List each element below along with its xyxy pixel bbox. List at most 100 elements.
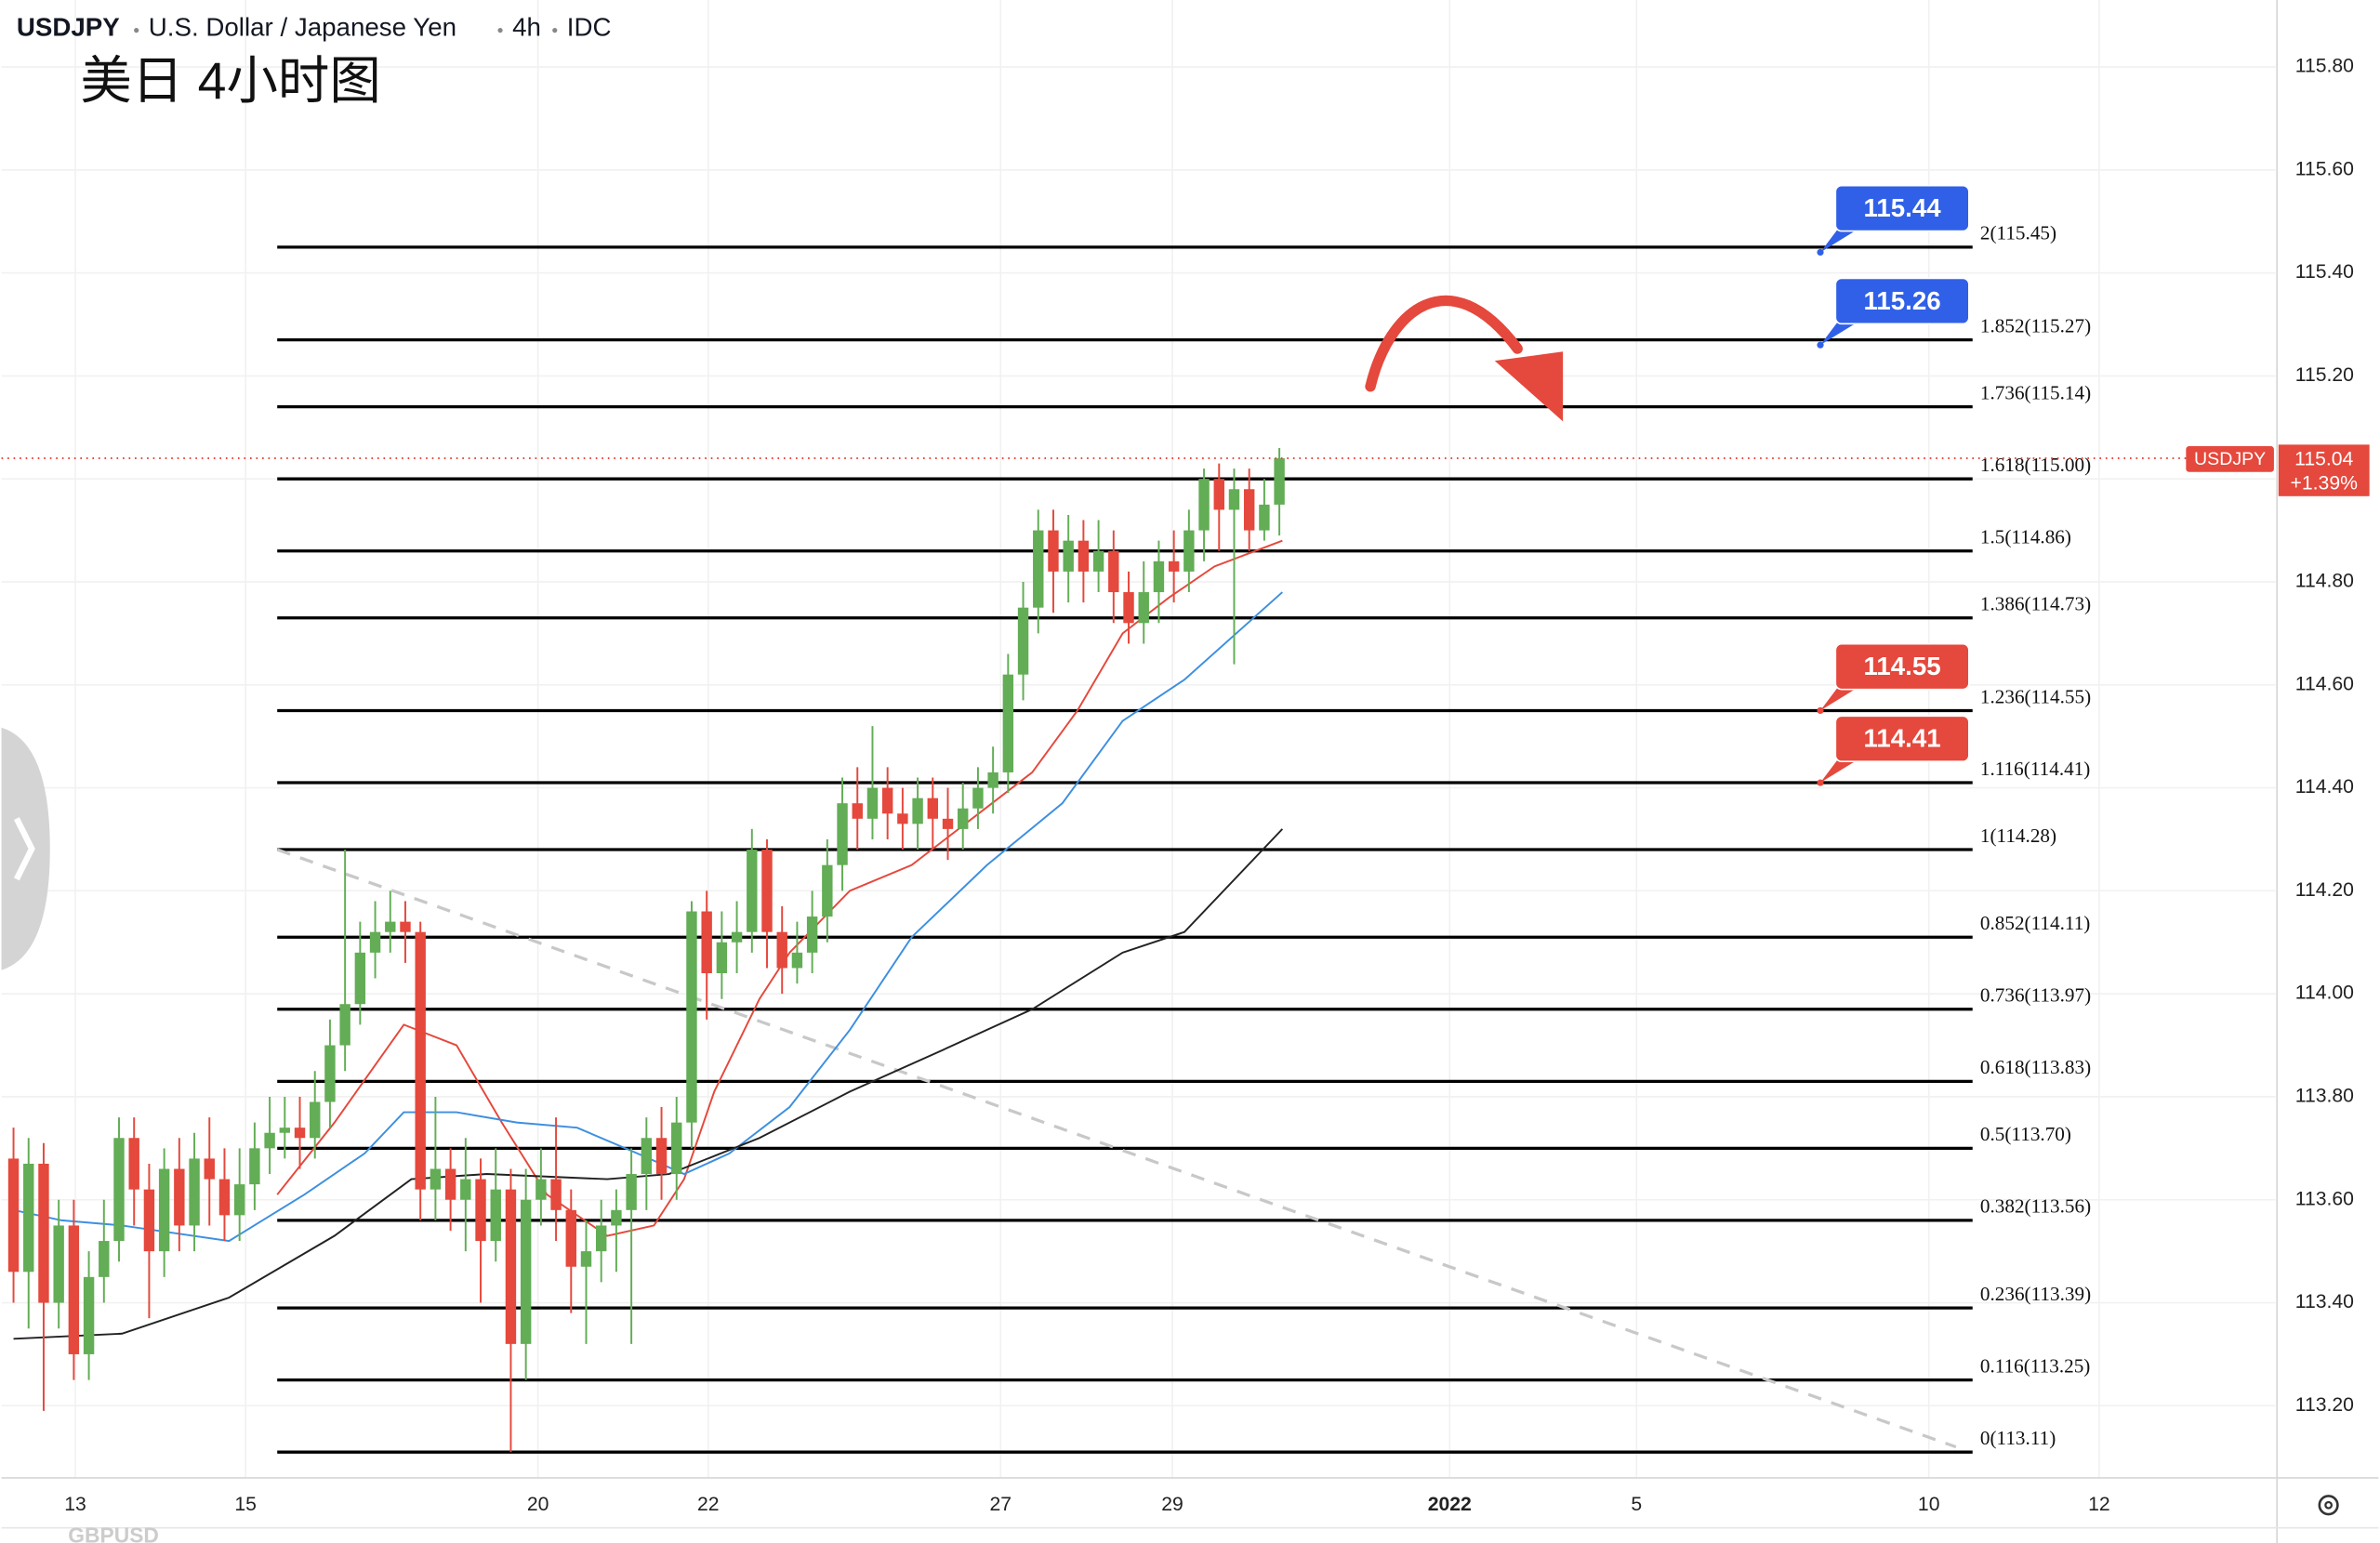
arrow-head [1494,351,1564,422]
x-tick-label: 12 [2088,1494,2110,1515]
candle-body [264,1132,275,1149]
candle-body [233,1184,245,1216]
fib-label: 0(113.11) [1980,1427,2056,1449]
settings-icon[interactable] [2318,1495,2339,1516]
fib-label: 1.116(114.41) [1980,758,2090,780]
candle-body [505,1189,517,1344]
fib-label: 2(115.45) [1980,222,2056,244]
y-tick-label: 113.40 [2295,1291,2354,1312]
callout-label: 115.26 [1863,286,1940,315]
side-handle[interactable] [1,727,50,970]
candle-body [1183,530,1195,572]
candle-body [174,1168,185,1226]
candle-body [415,931,426,1190]
y-tick-label: 113.20 [2295,1394,2354,1416]
callout-box [1834,642,1970,691]
candle-body [686,911,697,1123]
candle-body [822,864,833,917]
candle-body [671,1122,682,1175]
callout-label: 114.55 [1863,652,1940,680]
y-tick-label: 115.20 [2295,364,2354,386]
candle-body [249,1148,260,1185]
price-tag-change: +1.39% [2290,472,2358,494]
candle-body [912,798,923,824]
callout-anchor [1817,779,1824,786]
candle-body [536,1179,547,1200]
candle-body [1198,479,1210,531]
candle-body [38,1163,49,1303]
moving-average [276,539,1283,1237]
candle-body [641,1138,653,1175]
candle-body [761,850,773,932]
candle-body [927,798,939,819]
candle-body [218,1179,231,1216]
candle-body [595,1225,607,1252]
arrow-curve [1365,295,1523,392]
callout-anchor [1817,341,1824,349]
candle-body [626,1174,637,1210]
fib-label: 1.5(114.86) [1980,526,2071,548]
candle-body [1033,530,1044,608]
candle-body [1213,479,1224,510]
y-tick-label: 113.80 [2295,1086,2354,1107]
candle-body [324,1045,336,1102]
candle-body [731,931,743,943]
candle-body [68,1225,80,1354]
trendline [276,848,1957,1449]
candle-body [1048,530,1059,572]
candle-body [866,787,879,819]
callout-label: 114.41 [1863,724,1940,753]
fib-label: 0.236(113.39) [1980,1283,2091,1305]
x-tick-label: 15 [234,1494,257,1515]
y-tick-label: 113.60 [2295,1188,2354,1209]
gear[interactable] [2318,1495,2339,1516]
candle-body [520,1199,532,1344]
side-handle-icon[interactable] [13,817,35,881]
x-tick-label: 2022 [1428,1494,1472,1515]
y-tick-label: 114.60 [2295,673,2354,694]
candle-body [776,931,787,969]
candle-body [852,803,863,819]
candle-body [655,1138,668,1175]
candle-body [23,1163,34,1273]
x-tick-label: 29 [1161,1494,1183,1515]
fib-label: 0.852(114.11) [1980,912,2090,934]
candle-body [99,1241,110,1277]
candle-body [385,921,396,932]
candle-body [400,921,411,932]
symbol-tag [2186,445,2274,472]
fib-label: 1.236(114.55) [1980,685,2091,707]
candle-body [460,1179,471,1200]
candle-body [716,942,728,973]
candle-body [942,818,954,829]
y-tick-label: 114.40 [2295,776,2354,798]
candle-body [1002,674,1014,772]
x-tick-label: 10 [1918,1494,1940,1515]
callout-label: 115.44 [1863,193,1941,222]
candle-body [310,1101,321,1139]
candle-body [475,1179,486,1242]
candle-body [897,813,908,824]
candle-body [204,1158,215,1180]
candle-body [7,1158,20,1273]
candle-body [987,772,998,788]
candle-body [339,1004,350,1046]
candle-body [550,1179,562,1210]
x-tick-label: 5 [1631,1494,1642,1515]
gear-center[interactable] [2324,1500,2334,1510]
candle-body [1108,550,1119,593]
instrument-name: U.S. Dollar / Japanese Yen [149,12,456,41]
candle-body [565,1209,576,1267]
y-tick-label: 114.00 [2295,983,2354,1004]
fib-label: 0.116(113.25) [1980,1354,2090,1377]
interval: 4h [512,12,541,41]
candle-body [1259,504,1270,531]
y-tick-label: 115.80 [2295,56,2354,77]
y-tick-label: 114.20 [2295,879,2354,901]
candle-body [1017,607,1029,675]
candle-body [1123,592,1134,624]
candle-body [279,1128,291,1133]
callout-pointer [1820,228,1860,253]
symbol-tag-label: USDJPY [2194,449,2266,469]
